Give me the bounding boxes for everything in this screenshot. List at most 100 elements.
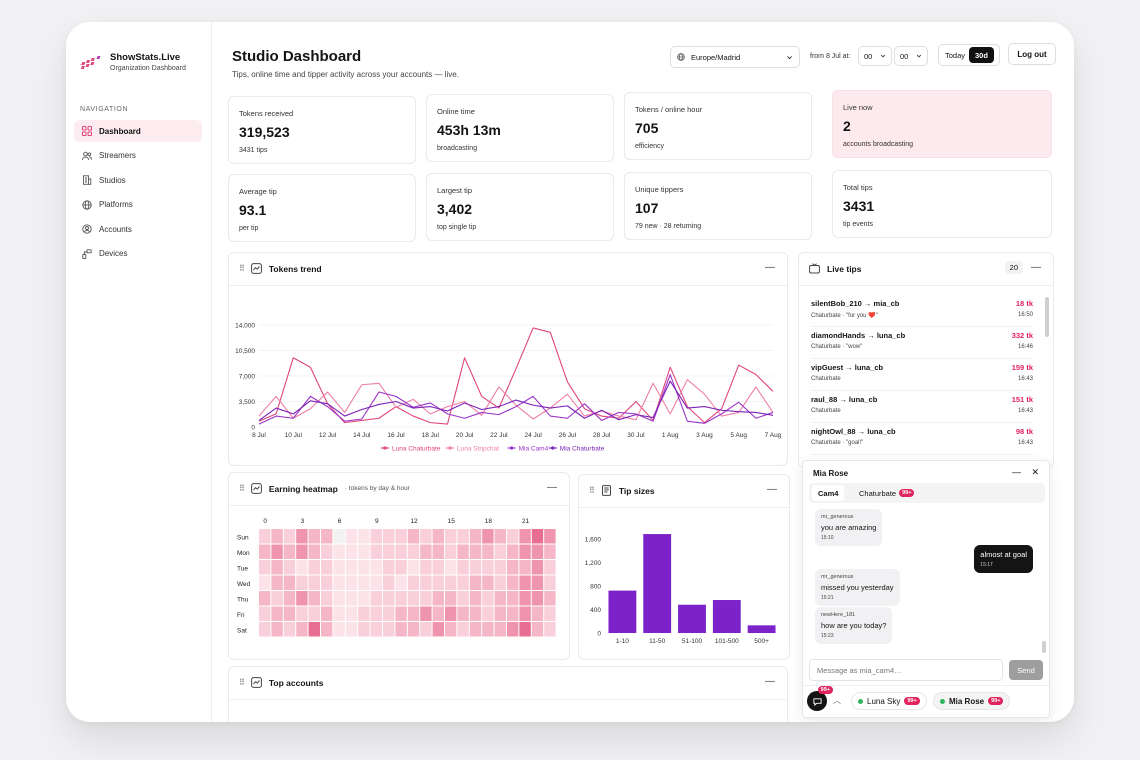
hour-select[interactable]: 00 xyxy=(858,46,892,66)
legend-label: Luna Chaturbate xyxy=(392,446,441,453)
y-tick-label: 0 xyxy=(251,425,255,432)
tab-chaturbate[interactable]: Chaturbate 99+ xyxy=(855,485,918,501)
chat-dock-luna-sky[interactable]: Luna Sky 99+ xyxy=(851,692,927,710)
heatmap-cell xyxy=(358,622,370,637)
chevron-down-icon xyxy=(916,54,922,58)
heatmap-cell xyxy=(544,544,556,559)
drag-handle-icon[interactable]: ⠿ xyxy=(239,484,245,493)
drag-handle-icon[interactable]: ⠿ xyxy=(239,678,245,687)
heatmap-cell xyxy=(432,560,444,575)
heatmap-cell xyxy=(283,575,296,590)
hour-tick-label: 15 xyxy=(448,518,456,525)
series-line xyxy=(258,327,774,425)
heatmap-cell xyxy=(531,622,544,637)
collapse-button[interactable]: — xyxy=(767,484,777,495)
day-label: Mon xyxy=(237,550,250,557)
x-tick-label: 1 Aug xyxy=(662,432,679,439)
range-toggle: Today 30d xyxy=(938,44,1000,66)
message-time: 15:10 xyxy=(821,535,834,541)
heatmap-cell xyxy=(507,529,519,544)
heatmap-cell xyxy=(333,560,345,575)
stat-label: Live now xyxy=(843,103,873,112)
range-today-button[interactable]: Today xyxy=(945,50,966,60)
heatmap-cell xyxy=(482,529,494,544)
collapse-button[interactable]: — xyxy=(547,482,557,493)
hour-tick-label: 21 xyxy=(522,518,530,525)
scrollbar[interactable] xyxy=(1042,641,1046,653)
chat-message-input[interactable] xyxy=(809,659,1003,681)
heatmap-cell xyxy=(259,591,271,606)
stat-label: Total tips xyxy=(843,183,873,192)
heatmap-cell xyxy=(345,529,358,544)
y-tick-label: 1,200 xyxy=(585,560,602,567)
logout-button[interactable]: Log out xyxy=(1008,43,1056,65)
panel-header: Live tips xyxy=(809,263,861,274)
heatmap-cell xyxy=(308,591,320,606)
heatmap-cell xyxy=(271,606,283,621)
heatmap-cell xyxy=(345,560,358,575)
collapse-button[interactable]: — xyxy=(765,676,775,687)
heatmap-cell xyxy=(469,591,482,606)
drag-handle-icon[interactable]: ⠿ xyxy=(239,264,245,273)
tip-meta: Chaturbate · "wow" xyxy=(811,344,863,350)
tokens-trend-chart: 0 3,500 7,000 10,500 14,000 8 Jul 10 Jul 12 Jul… xyxy=(235,323,782,453)
drag-handle-icon[interactable]: ⠿ xyxy=(589,486,595,495)
tokens-trend-panel: ⠿ Tokens trend — 0 3,500 7,000 10,500 14,000… xyxy=(228,252,788,466)
range-30d-button[interactable]: 30d xyxy=(969,47,994,63)
heatmap-cell xyxy=(457,560,469,575)
heatmap-cell xyxy=(395,591,407,606)
tab-label: Cam4 xyxy=(818,488,839,498)
heatmap-cell xyxy=(407,560,420,575)
sidebar-item-dashboard[interactable]: Dashboard xyxy=(74,120,202,142)
tip-row[interactable]: raul_88 → luna_cb Chaturbate 151 tk 16:4… xyxy=(811,391,1033,423)
heatmap-cell xyxy=(370,606,382,621)
heatmap-cell xyxy=(432,575,444,590)
sidebar-item-devices[interactable]: Devices xyxy=(74,243,202,265)
chat-dock-mia-rose[interactable]: Mia Rose 99+ xyxy=(933,692,1011,710)
x-tick-label: 3 Aug xyxy=(696,432,713,439)
chat-avatar-button[interactable]: 99+ xyxy=(807,686,833,711)
heatmap-cell xyxy=(407,606,420,621)
stat-label: Largest tip xyxy=(437,186,473,195)
timezone-select[interactable]: Europe/Madrid xyxy=(670,46,800,68)
sidebar-item-studios[interactable]: Studios xyxy=(74,169,202,191)
heatmap-cell xyxy=(457,544,469,559)
stat-sub: per tip xyxy=(239,225,259,232)
scrollbar[interactable] xyxy=(1045,297,1049,337)
minimize-button[interactable]: — xyxy=(1012,467,1021,477)
heatmap-cell xyxy=(271,622,283,637)
send-button[interactable]: Send xyxy=(1009,660,1043,680)
stat-value: 2 xyxy=(843,118,851,134)
minute-select[interactable]: 00 xyxy=(894,46,928,66)
panel-title: Live tips xyxy=(827,263,862,274)
tip-row[interactable]: nightOwl_88 → luna_cb Chaturbate · "goal… xyxy=(811,423,1033,455)
tip-row[interactable]: vipGuest → luna_cb Chaturbate 159 tk 16:… xyxy=(811,359,1033,391)
heatmap-cell xyxy=(445,591,457,606)
close-button[interactable]: ✕ xyxy=(1031,467,1039,477)
collapse-button[interactable]: — xyxy=(765,262,775,273)
tip-row[interactable]: silentBob_210 → mia_cb Chaturbate · "for… xyxy=(811,295,1033,327)
sidebar-item-platforms[interactable]: Platforms xyxy=(74,194,202,216)
y-tick-label: 400 xyxy=(590,607,601,614)
heatmap-cell xyxy=(370,575,382,590)
sidebar-item-accounts[interactable]: Accounts xyxy=(74,218,202,240)
heatmap-cell xyxy=(271,591,283,606)
online-dot xyxy=(940,698,945,704)
tip-title: raul_88 → luna_cb xyxy=(811,395,878,404)
tip-row[interactable]: diamondHands → luna_cb Chaturbate · "wow… xyxy=(811,327,1033,359)
minute-value: 00 xyxy=(900,51,909,61)
collapse-button[interactable]: — xyxy=(1031,262,1041,273)
chevron-up-icon[interactable]: ︿ xyxy=(833,696,841,705)
sidebar-item-streamers[interactable]: Streamers xyxy=(74,145,202,167)
heatmap-cell xyxy=(519,560,531,575)
tip-time: 16:46 xyxy=(1017,344,1033,350)
tab-label: Chaturbate xyxy=(859,488,897,498)
heatmap-cell xyxy=(469,560,482,575)
heatmap-cell xyxy=(494,529,506,544)
heatmap-cell xyxy=(333,544,345,559)
tab-cam4[interactable]: Cam4 xyxy=(812,485,845,501)
chevron-down-icon xyxy=(787,55,792,59)
heatmap-cell xyxy=(308,622,320,637)
stat-label: Tokens received xyxy=(239,109,294,118)
heatmap-cell xyxy=(321,591,333,606)
